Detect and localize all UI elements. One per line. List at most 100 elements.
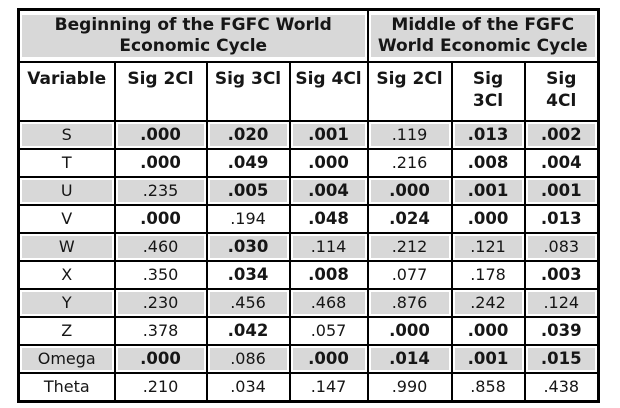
variable-label: Omega (22, 348, 112, 370)
value-cell: .004 (288, 176, 369, 206)
variable-label: X (61, 265, 73, 284)
group-header-row: Beginning of the FGFC World Economic Cyc… (17, 8, 600, 63)
significance-value: .013 (540, 208, 582, 228)
group-header-middle-fill: Middle of the FGFC World Economic Cycle (370, 14, 595, 57)
value-cell: .876 (366, 288, 453, 318)
table-row: W .460.030.114.212.121.083 (17, 232, 600, 262)
group-header-cell-beginning: Beginning of the FGFC World Economic Cyc… (17, 8, 369, 63)
value-cell: .077 (366, 260, 453, 290)
value-cell: .230 (113, 288, 208, 318)
significance-value: .001 (527, 180, 595, 202)
significance-value: .119 (370, 124, 449, 146)
value-cell: .147 (288, 372, 369, 403)
significance-value: .083 (527, 236, 595, 258)
significance-value: .000 (117, 124, 204, 146)
value-cell: .024 (366, 204, 453, 234)
variable-label: Z (61, 321, 73, 340)
significance-value: .178 (470, 265, 506, 284)
variable-label: W (22, 236, 112, 258)
value-cell: .124 (523, 288, 600, 318)
value-cell: .005 (205, 176, 291, 206)
value-cell: .039 (523, 316, 600, 346)
variable-cell: X (17, 260, 116, 290)
variable-label: V (61, 209, 73, 228)
value-cell: .178 (450, 260, 526, 290)
significance-value: .002 (527, 124, 595, 146)
value-cell: .114 (288, 232, 369, 262)
value-cell: .000 (288, 344, 369, 374)
group-header-beginning-fill: Beginning of the FGFC World Economic Cyc… (22, 15, 365, 57)
variable-label: T (61, 153, 72, 172)
variable-cell: Y (17, 288, 116, 318)
table-row: U .235.005.004.000.001.001 (17, 176, 600, 206)
value-cell: .194 (205, 204, 291, 234)
significance-value: .124 (527, 292, 595, 314)
significance-value: .004 (292, 180, 365, 202)
value-cell: .048 (288, 204, 369, 234)
significance-value: .194 (230, 209, 266, 228)
significance-value: .042 (227, 320, 269, 340)
value-cell: .002 (523, 120, 600, 150)
value-cell: .235 (113, 176, 208, 206)
significance-value: .378 (142, 321, 179, 340)
group-header-middle-label: Middle of the FGFC World Economic Cycle (377, 14, 588, 56)
variable-label: S (22, 124, 112, 146)
value-cell: .015 (523, 344, 600, 374)
value-cell: .242 (450, 288, 526, 318)
significance-value: .460 (117, 236, 204, 258)
table-row: Y .230.456.468.876.242.124 (17, 288, 600, 318)
column-header-sig3cl-beginning: Sig 3Cl (205, 61, 291, 122)
significance-value: .000 (467, 320, 509, 340)
significance-value: .121 (454, 236, 522, 258)
value-cell: .119 (366, 120, 453, 150)
significance-value: .114 (292, 236, 365, 258)
value-cell: .000 (450, 316, 526, 346)
value-cell: .003 (523, 260, 600, 290)
significance-table: Beginning of the FGFC World Economic Cyc… (17, 8, 600, 403)
value-cell: .034 (205, 372, 291, 403)
significance-value: .230 (117, 292, 204, 314)
significance-value: .147 (310, 377, 347, 396)
significance-value: .077 (391, 265, 428, 284)
column-header-sig4cl-beginning: Sig 4Cl (288, 61, 369, 122)
significance-value: .001 (454, 180, 522, 202)
significance-value: .057 (310, 321, 347, 340)
variable-cell: Z (17, 316, 116, 346)
significance-value: .210 (142, 377, 179, 396)
significance-value: .034 (230, 377, 266, 396)
significance-value: .000 (467, 208, 509, 228)
significance-value: .030 (209, 236, 287, 258)
variable-label: U (22, 180, 112, 202)
value-cell: .990 (366, 372, 453, 403)
significance-value: .086 (209, 348, 287, 370)
table-row: X .350 .034 .008 .077 .178 .003 (17, 260, 600, 290)
value-cell: .378 (113, 316, 208, 346)
value-cell: .001 (523, 176, 600, 206)
table-row: V .000 .194 .048 .024 .000 .013 (17, 204, 600, 234)
significance-value: .000 (389, 320, 430, 340)
table-row: Z .378 .042 .057 .000 .000 .039 (17, 316, 600, 346)
significance-value: .000 (140, 208, 181, 228)
significance-value: .468 (292, 292, 365, 314)
value-cell: .438 (523, 372, 600, 403)
significance-value: .242 (454, 292, 522, 314)
variable-cell: Theta (17, 372, 116, 403)
significance-value: .000 (117, 348, 204, 370)
variable-cell: W (17, 232, 116, 262)
value-cell: .042 (205, 316, 291, 346)
value-cell: .000 (288, 148, 369, 178)
value-cell: .000 (113, 120, 208, 150)
significance-value: .014 (370, 348, 449, 370)
column-header-variable: Variable (17, 61, 116, 122)
table-row: Omega .000.086.000.014.001.015 (17, 344, 600, 374)
value-cell: .350 (113, 260, 208, 290)
significance-value: .000 (308, 152, 349, 172)
value-cell: .057 (288, 316, 369, 346)
value-cell: .030 (205, 232, 291, 262)
value-cell: .001 (450, 344, 526, 374)
group-header-beginning-label: Beginning of the FGFC World Economic Cyc… (54, 14, 332, 56)
value-cell: .000 (113, 148, 208, 178)
significance-value: .350 (142, 265, 179, 284)
column-header-sig2cl-middle: Sig 2Cl (366, 61, 453, 122)
